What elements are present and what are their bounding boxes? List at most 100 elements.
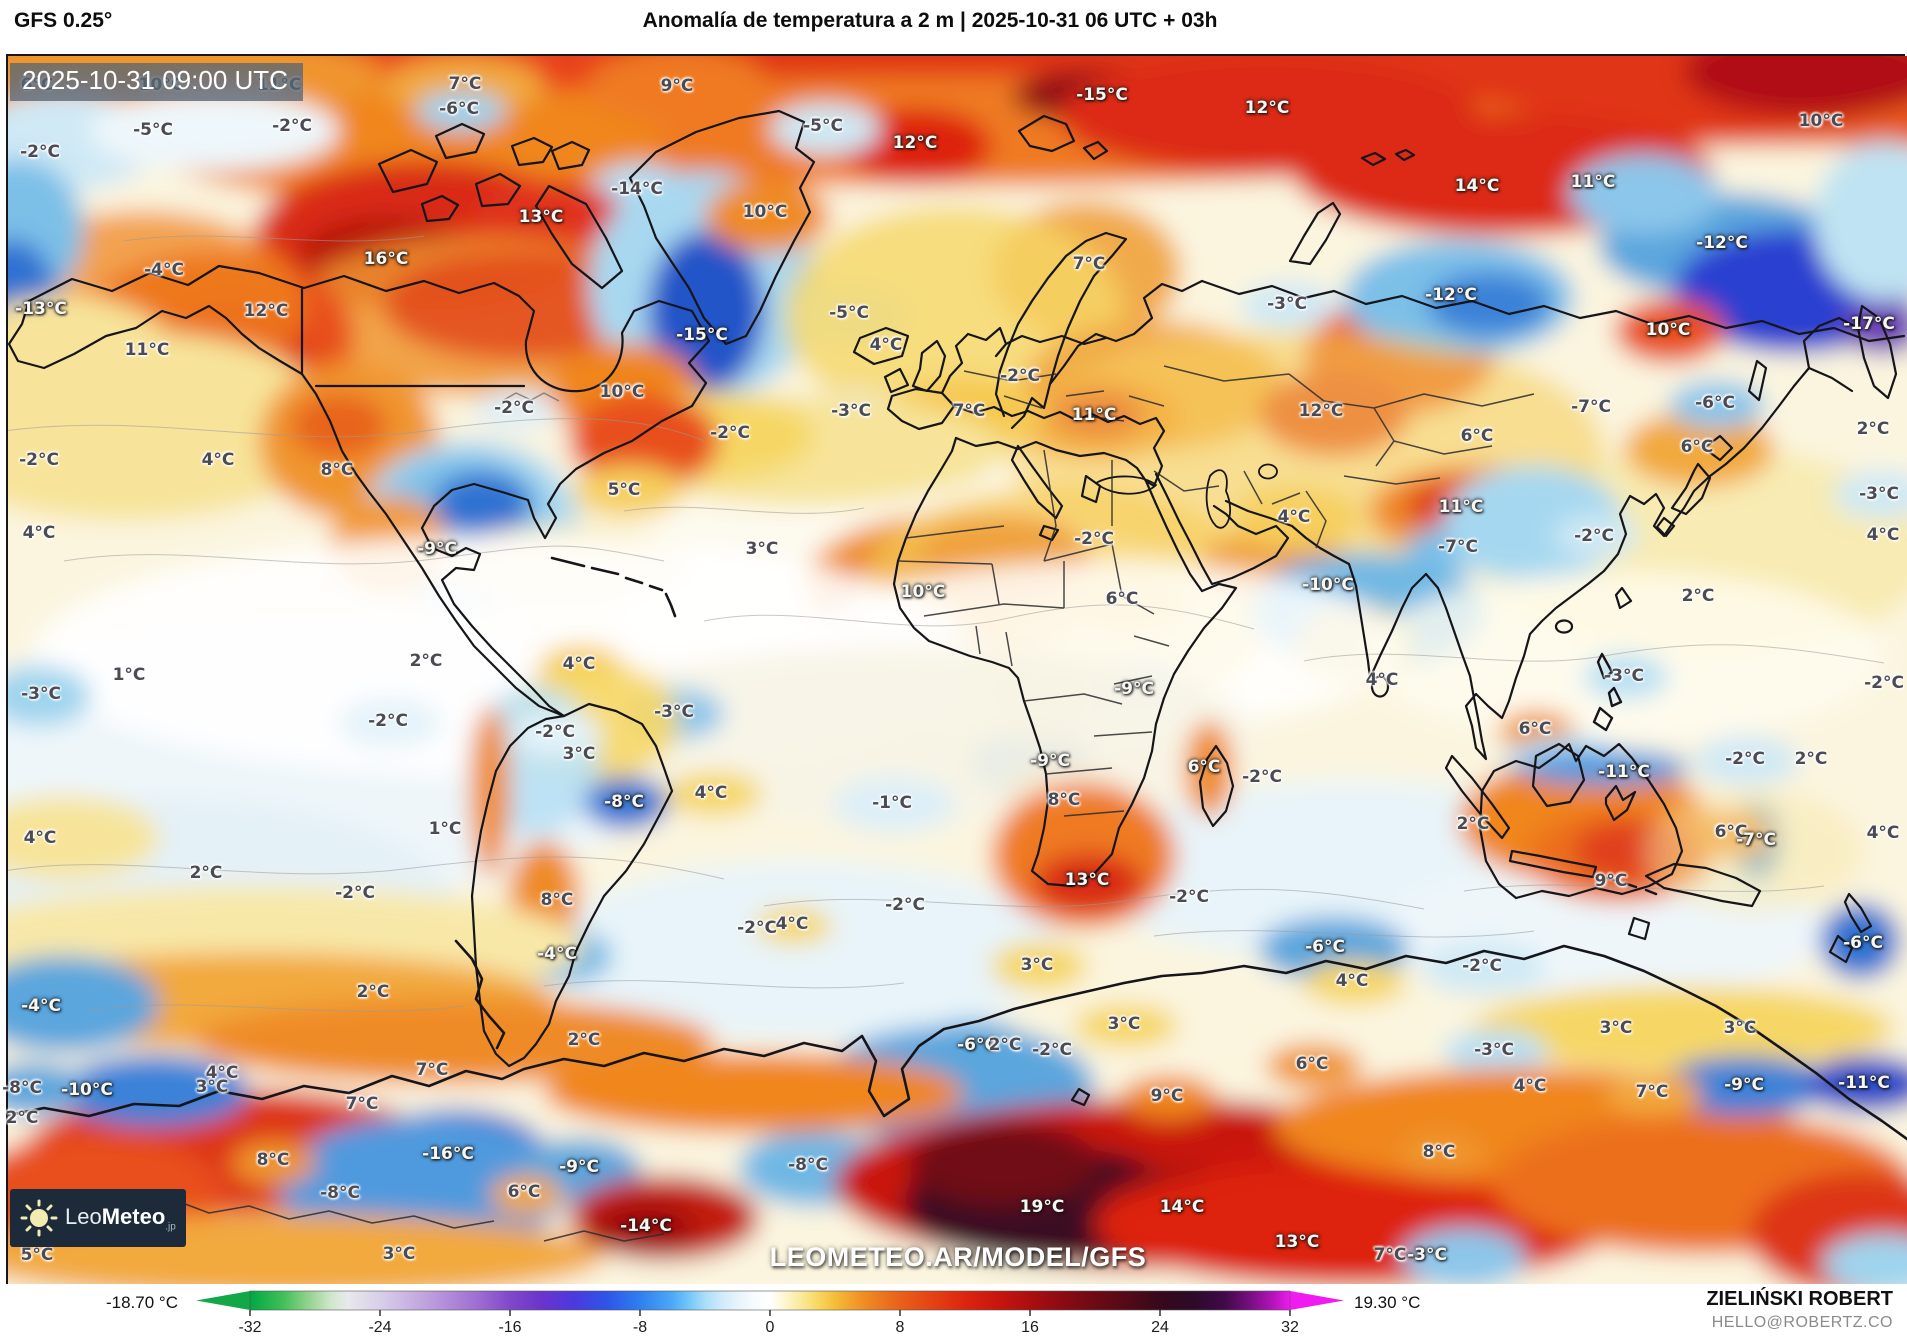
temp-label: 7°C	[448, 74, 482, 94]
temp-label: 7°C	[345, 1094, 379, 1114]
temp-label: -2°C	[20, 142, 60, 162]
temp-label: -3°C	[1267, 294, 1307, 314]
temp-label: 3°C	[382, 1244, 416, 1264]
temp-label: 12°C	[1298, 401, 1344, 421]
temp-label: 4°C	[1866, 525, 1900, 545]
contact-email: HELLO@ROBERTZ.CO	[1711, 1314, 1893, 1331]
temp-label: 2°C	[409, 651, 443, 671]
temp-label: 2°C	[1794, 749, 1828, 769]
temp-label: -2°C	[737, 918, 777, 938]
temp-label: 4°C	[23, 828, 57, 848]
temp-label: 12°C	[892, 133, 938, 153]
temp-label: 2°C	[1856, 419, 1890, 439]
temp-label: -2°C	[494, 398, 534, 418]
colorbar-tick-label: 0	[765, 1319, 775, 1336]
temp-label: 4°C	[869, 335, 903, 355]
temp-label: 9°C	[660, 76, 694, 96]
temp-label: 10°C	[900, 582, 946, 602]
temp-label: 11°C	[1438, 497, 1484, 517]
temp-label: 5°C	[607, 480, 641, 500]
temp-label: 7°C	[1635, 1082, 1669, 1102]
temp-label: 5°C	[20, 1245, 54, 1265]
temp-label: 8°C	[320, 460, 354, 480]
temp-label: 13°C	[518, 207, 564, 227]
temp-label: -2°C	[710, 423, 750, 443]
temp-label: 2°C	[567, 1030, 601, 1050]
watermark: LEOMETEO.AR/MODEL/GFS	[769, 1242, 1147, 1272]
temp-label: -2°C	[19, 450, 59, 470]
temp-label: 6°C	[1187, 757, 1221, 777]
temp-label: -2°C	[885, 895, 925, 915]
temp-label: -4°C	[537, 944, 577, 964]
temp-label: -5°C	[133, 120, 173, 140]
temp-label: -2°C	[335, 883, 375, 903]
temp-label: -8°C	[2, 1078, 42, 1098]
temp-label: -17°C	[1843, 314, 1895, 334]
temp-label: -2°C	[1864, 673, 1904, 693]
temp-label: 11°C	[1071, 405, 1117, 425]
temp-label: -10°C	[1302, 575, 1354, 595]
temp-label: 2°C	[356, 982, 390, 1002]
temp-label: 12°C	[1244, 98, 1290, 118]
temp-label: 7°C	[1373, 1245, 1407, 1265]
temp-label: -7°C	[1571, 397, 1611, 417]
temp-label: 4°C	[775, 914, 809, 934]
temp-label: 11°C	[1570, 172, 1616, 192]
temp-label: 9°C	[1594, 871, 1628, 891]
temp-label: 14°C	[1159, 1197, 1205, 1217]
temp-label: 13°C	[1064, 870, 1110, 890]
temp-label: -2°C	[535, 722, 575, 742]
colorbar-tick-label: 16	[1021, 1319, 1039, 1336]
colorbar-tick-label: -8	[632, 1319, 648, 1336]
temp-label: 1°C	[112, 665, 146, 685]
colorbar-tick-label: 24	[1151, 1319, 1169, 1336]
temp-label: -9°C	[1114, 679, 1154, 699]
temp-label: 4°C	[1513, 1076, 1547, 1096]
temp-label: 16°C	[363, 249, 409, 269]
temp-label: -6°C	[957, 1035, 997, 1055]
leometeo-logo: LeoMeteo.jp	[10, 1189, 186, 1247]
logo-text: LeoMeteo.jp	[65, 1203, 176, 1233]
temp-label: -5°C	[829, 303, 869, 323]
temp-label: 6°C	[1295, 1054, 1329, 1074]
temp-label: -7°C	[1438, 537, 1478, 557]
temp-label: -16°C	[422, 1144, 474, 1164]
temp-label: -14°C	[620, 1216, 672, 1236]
temp-label: -13°C	[15, 299, 67, 319]
temp-label: 3°C	[562, 744, 596, 764]
temp-label: -11°C	[1838, 1073, 1890, 1093]
temp-label: -9°C	[417, 539, 457, 559]
colorbar-tick-label: -24	[368, 1319, 392, 1336]
temp-label: -11°C	[1598, 762, 1650, 782]
temp-label: 1°C	[428, 819, 462, 839]
temp-label: 10°C	[1798, 111, 1844, 131]
temp-label: 12°C	[243, 301, 289, 321]
model-label: GFS 0.25°	[14, 9, 113, 32]
temp-label: 6°C	[1460, 426, 1494, 446]
temp-label: -3°C	[21, 684, 61, 704]
page-title: Anomalía de temperatura a 2 m | 2025-10-…	[642, 9, 1218, 32]
temp-label: 8°C	[540, 890, 574, 910]
temp-label: 10°C	[599, 382, 645, 402]
temp-label: -5°C	[803, 116, 843, 136]
temp-label: 3°C	[1020, 955, 1054, 975]
temp-label: -6°C	[439, 99, 479, 119]
temp-label: 7°C	[415, 1060, 449, 1080]
temp-label: 9°C	[1150, 1086, 1184, 1106]
temp-label: 4°C	[205, 1063, 239, 1083]
temp-label: -12°C	[1696, 233, 1748, 253]
temp-label: 4°C	[22, 523, 56, 543]
temp-label: -6°C	[1695, 393, 1735, 413]
temp-label: -8°C	[788, 1155, 828, 1175]
colorbar-tick-label: -32	[238, 1319, 262, 1336]
temp-label: 6°C	[1714, 822, 1748, 842]
temp-label: -3°C	[831, 401, 871, 421]
temp-label: -6°C	[1305, 937, 1345, 957]
temp-label: 10°C	[742, 202, 788, 222]
temp-label: -8°C	[320, 1183, 360, 1203]
temp-label: 6°C	[1518, 719, 1552, 739]
temp-label: 4°C	[1277, 507, 1311, 527]
temp-label: -2°C	[1725, 749, 1765, 769]
temp-label: -8°C	[604, 792, 644, 812]
